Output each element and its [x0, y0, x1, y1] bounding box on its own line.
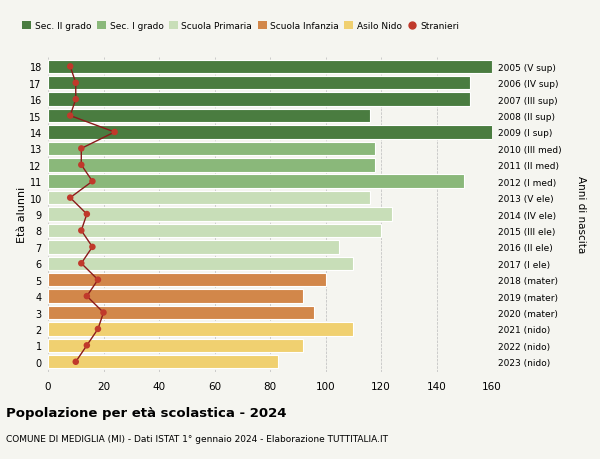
- Point: [77, 162, 86, 169]
- Bar: [48, 306, 314, 319]
- Y-axis label: Età alunni: Età alunni: [17, 186, 26, 243]
- Point: [65, 112, 75, 120]
- Point: [88, 244, 97, 251]
- Point: [71, 80, 80, 87]
- Bar: [48, 110, 370, 123]
- Text: Popolazione per età scolastica - 2024: Popolazione per età scolastica - 2024: [6, 406, 287, 419]
- Point: [65, 195, 75, 202]
- Bar: [48, 323, 353, 336]
- Text: COMUNE DI MEDIGLIA (MI) - Dati ISTAT 1° gennaio 2024 - Elaborazione TUTTITALIA.I: COMUNE DI MEDIGLIA (MI) - Dati ISTAT 1° …: [6, 434, 388, 443]
- Point: [88, 178, 97, 185]
- Bar: [48, 126, 497, 140]
- Point: [98, 309, 109, 317]
- Point: [93, 276, 103, 284]
- Bar: [48, 290, 303, 303]
- Point: [77, 227, 86, 235]
- Bar: [48, 142, 376, 156]
- Y-axis label: Anni di nascita: Anni di nascita: [576, 176, 586, 253]
- Bar: [48, 61, 492, 74]
- Bar: [48, 241, 340, 254]
- Bar: [48, 257, 353, 270]
- Bar: [48, 93, 470, 106]
- Bar: [48, 208, 392, 221]
- Bar: [48, 175, 464, 189]
- Point: [77, 260, 86, 268]
- Bar: [48, 355, 278, 369]
- Point: [93, 325, 103, 333]
- Point: [110, 129, 119, 136]
- Bar: [48, 159, 376, 172]
- Point: [77, 146, 86, 153]
- Bar: [48, 77, 470, 90]
- Bar: [48, 224, 381, 238]
- Point: [65, 63, 75, 71]
- Point: [82, 293, 92, 300]
- Point: [71, 96, 80, 104]
- Point: [82, 342, 92, 349]
- Point: [71, 358, 80, 366]
- Bar: [48, 191, 370, 205]
- Legend: Sec. II grado, Sec. I grado, Scuola Primaria, Scuola Infanzia, Asilo Nido, Stran: Sec. II grado, Sec. I grado, Scuola Prim…: [22, 21, 460, 32]
- Point: [82, 211, 92, 218]
- Bar: [48, 274, 325, 287]
- Bar: [48, 339, 303, 353]
